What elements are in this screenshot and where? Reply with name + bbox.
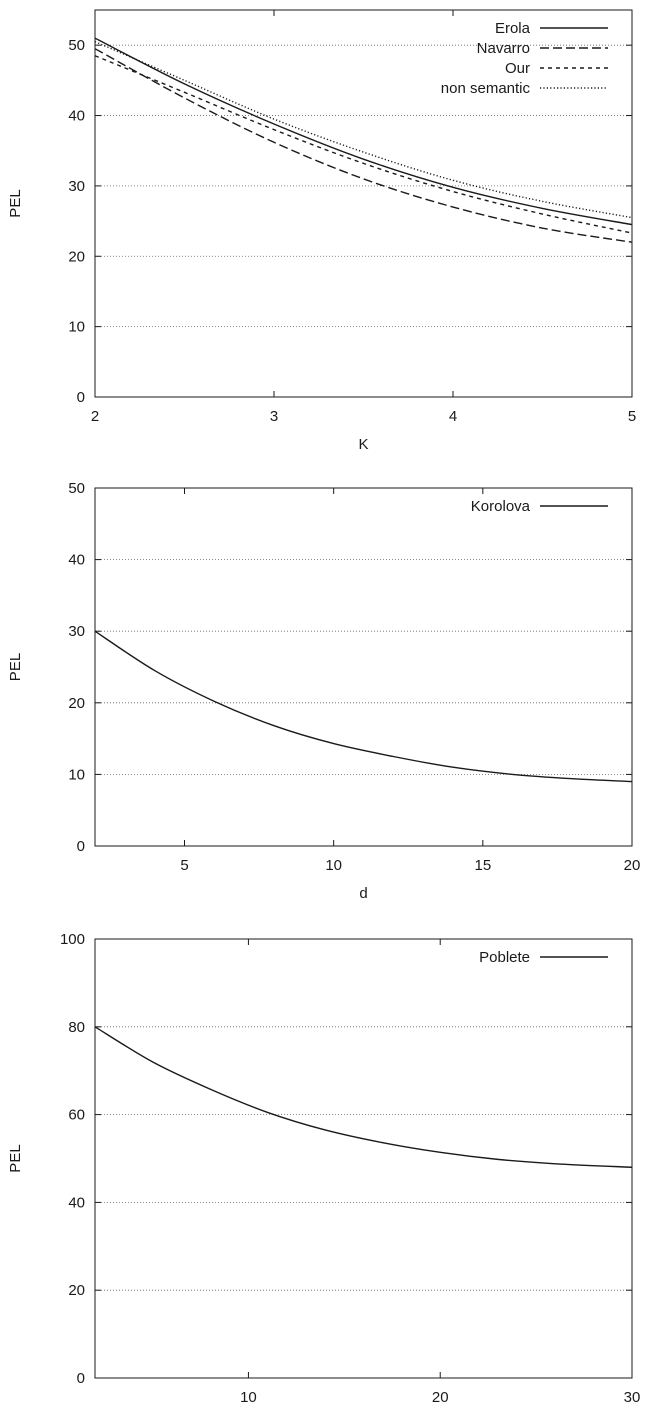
x-tick-label: 5 — [628, 408, 636, 425]
y-axis-label: PEL — [7, 1144, 24, 1172]
series-line-our — [94, 55, 633, 234]
y-tick-label: 30 — [68, 623, 85, 640]
x-tick-label: 2 — [91, 408, 99, 425]
chart-1: 0 10 20 30 40 50 2 3 4 5 K PEL Erola Navarro Our non se… — [7, 9, 636, 453]
series-line-korolova — [94, 630, 633, 783]
series-line-navarro — [94, 48, 633, 243]
y-tick-label: 40 — [68, 1194, 85, 1211]
legend-label: Erola — [495, 20, 531, 37]
series-line-non-semantic — [94, 41, 633, 219]
x-axis-label: K — [358, 436, 368, 453]
y-tick-label: 20 — [68, 248, 85, 265]
y-axis-label: PEL — [7, 653, 24, 681]
y-tick-label: 40 — [68, 552, 85, 569]
x-tick-label: 5 — [180, 857, 188, 874]
legend-label: non semantic — [441, 80, 531, 97]
y-tick-label: 10 — [68, 319, 85, 336]
y-tick-label: 0 — [77, 1370, 85, 1387]
y-tick-label: 30 — [68, 178, 85, 195]
chart-3: 0 20 40 60 80 100 10 20 30 Kp PEL Poblete — [7, 931, 640, 1417]
x-tick-label: 20 — [624, 857, 641, 874]
x-axis-label: Kp — [354, 1414, 372, 1417]
chart-2: 0 10 20 30 40 50 5 10 15 20 d PEL Korolova — [7, 480, 640, 902]
y-tick-label: 80 — [68, 1019, 85, 1036]
y-tick-label: 40 — [68, 108, 85, 125]
x-tick-label: 15 — [474, 857, 491, 874]
plot-frame — [94, 9, 633, 398]
legend-label: Poblete — [479, 949, 530, 966]
y-tick-label: 20 — [68, 1282, 85, 1299]
x-tick-label: 10 — [325, 857, 342, 874]
x-axis-label: d — [359, 885, 367, 902]
y-tick-label: 10 — [68, 766, 85, 783]
legend-label: Navarro — [477, 40, 530, 57]
x-tick-label: 10 — [240, 1389, 257, 1406]
y-tick-label: 50 — [68, 37, 85, 54]
y-tick-label: 100 — [60, 931, 85, 948]
x-tick-label: 3 — [270, 408, 278, 425]
y-tick-label: 60 — [68, 1107, 85, 1124]
y-tick-label: 0 — [77, 838, 85, 855]
legend-label: Korolova — [471, 498, 531, 515]
x-tick-label: 4 — [449, 408, 457, 425]
series-line-erola — [94, 37, 633, 226]
legend-label: Our — [505, 60, 530, 77]
series-line-poblete — [94, 1026, 633, 1168]
y-tick-label: 50 — [68, 480, 85, 497]
plot-frame — [94, 938, 633, 1379]
plot-frame — [94, 487, 633, 847]
x-tick-label: 30 — [624, 1389, 641, 1406]
y-tick-label: 0 — [77, 389, 85, 406]
y-axis-label: PEL — [7, 189, 24, 217]
y-tick-label: 20 — [68, 695, 85, 712]
x-tick-label: 20 — [432, 1389, 449, 1406]
